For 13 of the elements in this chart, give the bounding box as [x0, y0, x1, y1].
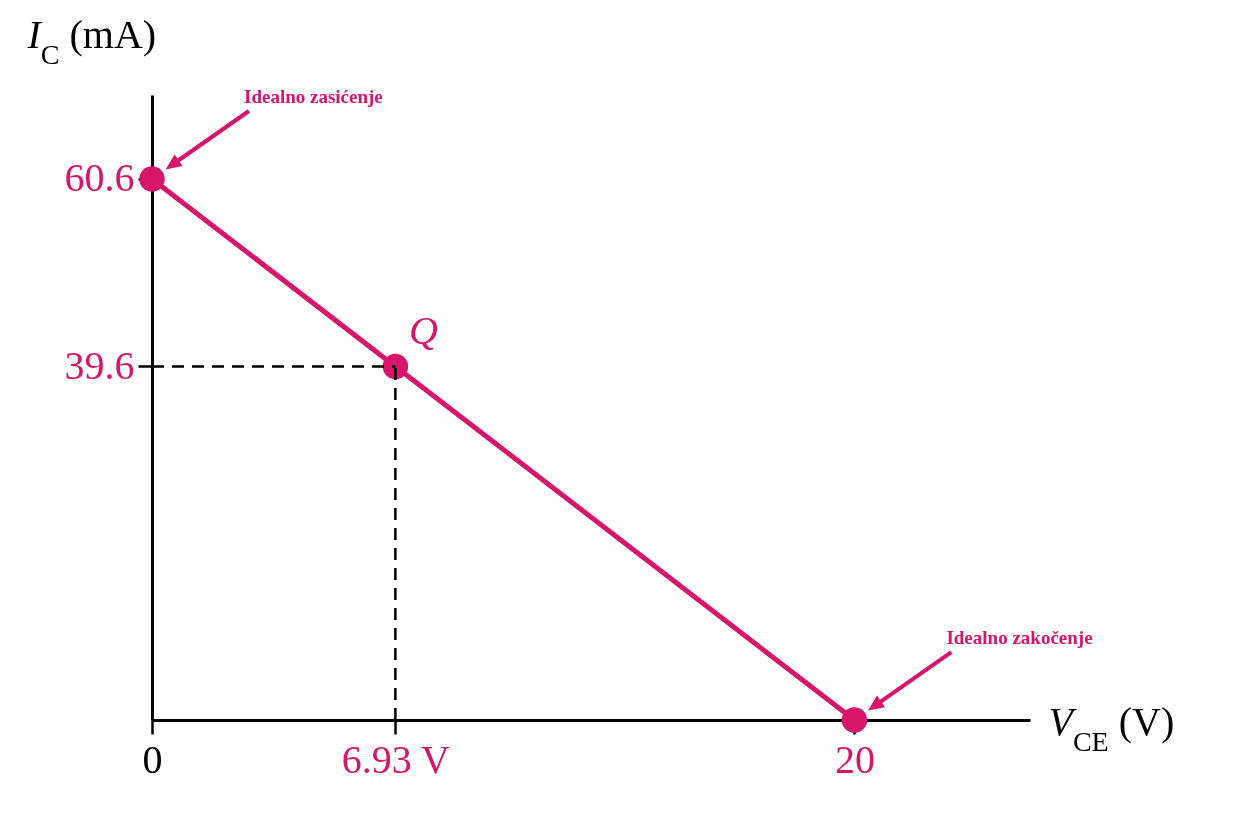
annotation: Idealno zasićenje — [244, 85, 383, 107]
annotation: Q — [408, 308, 438, 354]
y-tick-label: 39.6 — [64, 342, 135, 388]
y-axis-title: I$_{C}$ (mA) — [26, 11, 157, 69]
y-tick-label: 60.6 — [64, 155, 135, 201]
point — [382, 353, 409, 380]
point — [139, 166, 165, 192]
x-tick-label: 6.93 V — [341, 736, 451, 782]
x-axis-title: V$_{CE}$ (V) — [1048, 698, 1175, 756]
annotation: Idealno zakočenje — [946, 627, 1093, 648]
x-tick-label: 20 — [834, 736, 875, 782]
x-tick-label: 0 — [142, 736, 163, 782]
point — [841, 707, 868, 733]
